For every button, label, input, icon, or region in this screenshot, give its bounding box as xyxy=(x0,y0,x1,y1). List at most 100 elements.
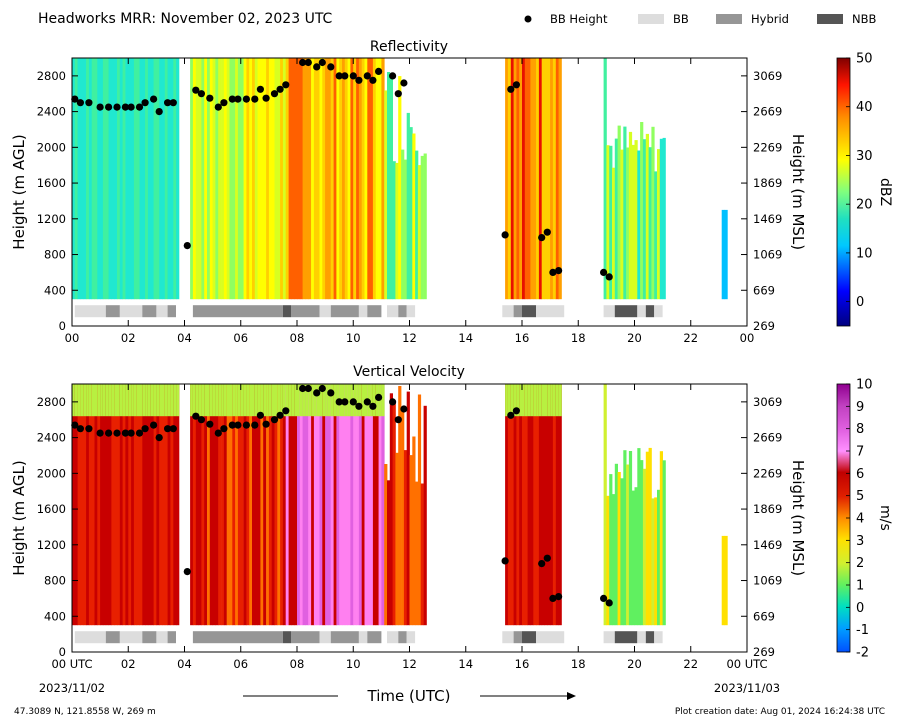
data-column xyxy=(133,58,138,300)
data-column xyxy=(544,384,548,626)
data-column xyxy=(423,153,427,300)
bb-height-point xyxy=(197,416,205,424)
data-column-cap xyxy=(541,384,545,417)
bb-height-point xyxy=(600,594,608,603)
bb-height-point xyxy=(71,95,79,103)
data-column-cap xyxy=(254,384,258,417)
data-column xyxy=(356,384,360,626)
data-column xyxy=(516,384,520,626)
bb-height-point xyxy=(355,402,363,410)
data-column xyxy=(288,58,292,300)
data-column xyxy=(218,384,222,626)
data-column-cap xyxy=(139,384,143,417)
data-column xyxy=(550,58,554,300)
data-column-cap xyxy=(372,384,377,417)
data-column xyxy=(260,384,264,626)
data-column xyxy=(398,386,402,626)
data-column-cap xyxy=(370,384,374,417)
bb-class-segment xyxy=(291,305,320,318)
bb-height-point xyxy=(197,90,205,98)
data-column xyxy=(119,58,123,300)
data-column xyxy=(642,468,647,626)
bb-height-point xyxy=(543,228,551,236)
data-column xyxy=(147,384,152,626)
bb-class-segment xyxy=(654,631,663,644)
data-column-cap xyxy=(505,384,509,417)
y-tick-label-right: 1069 xyxy=(753,574,782,588)
bb-height-point xyxy=(538,234,546,242)
data-column-cap xyxy=(240,384,244,417)
reflectivity-plot-area xyxy=(71,58,728,318)
data-column xyxy=(417,165,422,300)
data-column xyxy=(102,384,107,626)
colorbar-tick-label: 6 xyxy=(856,467,864,482)
data-column xyxy=(221,384,225,626)
bb-height-point xyxy=(543,554,551,562)
legend-nbb-label: NBB xyxy=(852,12,876,26)
data-column xyxy=(657,149,661,300)
x-tick-label: 00 xyxy=(65,331,80,345)
data-column xyxy=(145,58,149,300)
data-column xyxy=(510,384,514,626)
bb-height-point xyxy=(155,108,163,116)
bb-height-point xyxy=(327,63,335,71)
data-column xyxy=(417,394,422,626)
bb-height-point xyxy=(369,402,377,410)
velocity-title: Vertical Velocity xyxy=(353,364,465,380)
data-column-cap xyxy=(522,384,526,417)
data-column xyxy=(614,138,618,300)
data-column xyxy=(243,58,247,300)
data-column xyxy=(260,58,264,300)
bb-class-segment xyxy=(398,631,407,644)
data-column xyxy=(513,58,517,300)
data-column xyxy=(232,384,236,626)
bb-height-point xyxy=(341,72,349,80)
data-column xyxy=(361,58,365,300)
data-column xyxy=(612,494,616,626)
data-column xyxy=(381,384,385,626)
x-tick-label: 06 xyxy=(233,331,248,345)
bb-class-segment xyxy=(156,631,168,644)
data-column xyxy=(128,58,132,300)
y-tick-label: 2400 xyxy=(37,431,66,445)
bb-class-segment xyxy=(603,631,615,644)
data-column xyxy=(420,483,424,626)
data-column xyxy=(204,58,208,300)
bb-class-segment xyxy=(358,305,368,318)
bb-class-segment xyxy=(406,305,416,318)
data-column xyxy=(271,384,275,626)
data-column xyxy=(83,58,87,300)
data-column-cap xyxy=(280,384,284,417)
velocity-panel: Vertical Velocity 00 UTC 02 04 06 08 10 12 14 16… xyxy=(10,364,893,671)
bb-height-point xyxy=(206,420,214,428)
data-column xyxy=(614,463,618,626)
bb-height-point xyxy=(394,416,402,424)
data-column xyxy=(659,451,663,626)
data-column xyxy=(294,384,298,626)
data-column xyxy=(372,58,377,300)
data-column xyxy=(117,58,121,300)
data-column xyxy=(659,138,663,300)
y-tick-label-right: 269 xyxy=(753,645,775,659)
y-tick-label: 2400 xyxy=(37,105,66,119)
data-column xyxy=(173,384,177,626)
data-column xyxy=(609,474,613,626)
data-column xyxy=(229,384,233,626)
data-column-cap xyxy=(538,384,543,417)
data-column xyxy=(254,384,258,626)
data-column xyxy=(195,384,199,626)
bb-class-segment xyxy=(367,305,382,318)
bb-height-point xyxy=(605,599,613,607)
bb-height-point xyxy=(276,411,284,419)
bb-height-point xyxy=(318,384,326,393)
data-column xyxy=(114,384,118,626)
data-column xyxy=(527,384,531,626)
data-column xyxy=(263,58,267,300)
colorbar-tick-label: 9 xyxy=(856,400,864,415)
data-column xyxy=(240,384,244,626)
bb-height-point xyxy=(369,76,377,84)
x-tick-label: 06 xyxy=(233,657,248,671)
y-tick-label: 1200 xyxy=(37,212,66,226)
data-column-cap xyxy=(232,384,236,417)
colorbar-tick-label: 0 xyxy=(856,295,864,310)
